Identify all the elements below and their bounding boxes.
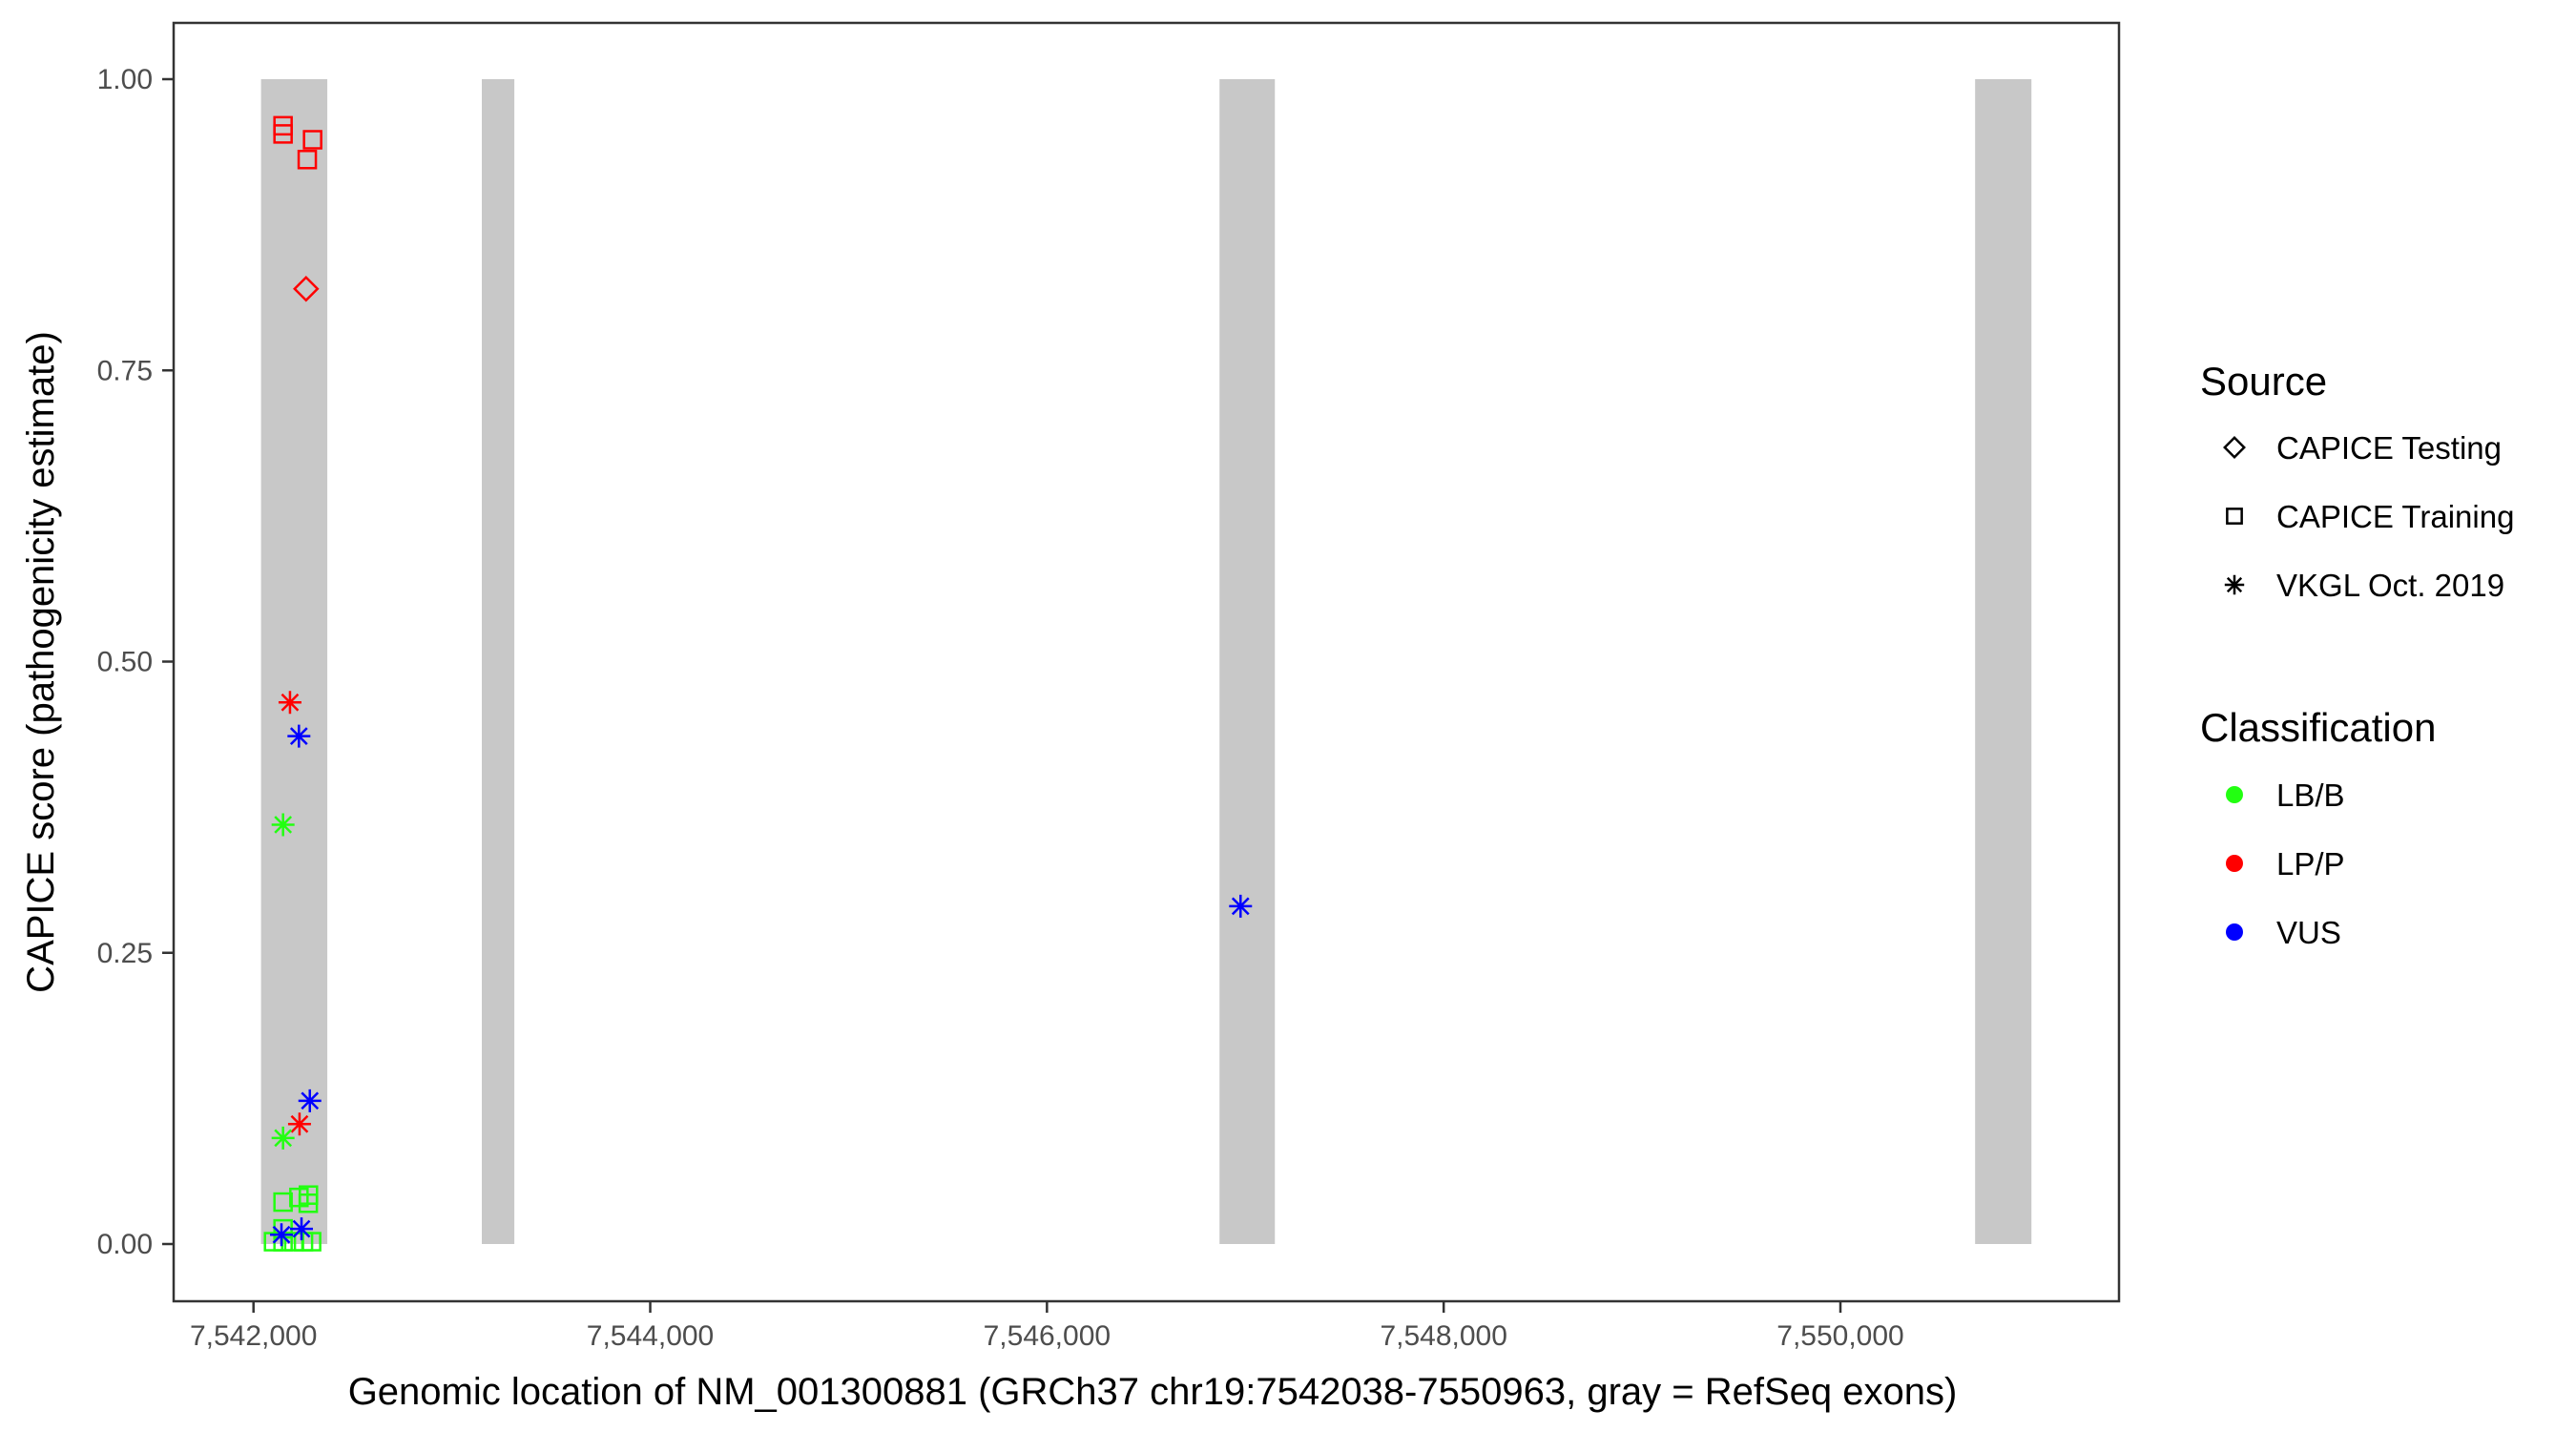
legend-label: CAPICE Training xyxy=(2276,499,2514,534)
y-axis: 0.00 0.25 0.50 0.75 1.00 xyxy=(97,64,174,1260)
data-point-asterisk xyxy=(287,724,311,748)
legend-key-diamond-icon xyxy=(2223,436,2246,459)
exon-band xyxy=(1219,79,1276,1244)
legend-label: VUS xyxy=(2276,915,2341,950)
exon-band xyxy=(482,79,515,1244)
data-point-asterisk xyxy=(271,1126,295,1150)
exon-bands xyxy=(260,79,2032,1244)
data-point-square xyxy=(273,124,293,144)
data-point-square xyxy=(297,149,318,170)
data-point-diamond xyxy=(293,276,320,302)
legend-source-title: Source xyxy=(2200,359,2327,404)
x-tick-label: 7,544,000 xyxy=(587,1320,714,1352)
x-tick-label: 7,548,000 xyxy=(1380,1320,1506,1352)
y-tick-label: 0.50 xyxy=(97,647,153,678)
y-tick-label: 0.25 xyxy=(97,938,153,969)
legend-label: CAPICE Testing xyxy=(2276,430,2502,466)
data-point-asterisk xyxy=(1229,894,1253,918)
x-tick-label: 7,546,000 xyxy=(984,1320,1111,1352)
plot-panel-border xyxy=(172,21,2121,1303)
x-axis: 7,542,000 7,544,000 7,546,000 7,548,000 7,55… xyxy=(190,1301,1904,1352)
legend-label: LB/B xyxy=(2276,778,2345,813)
data-point-asterisk xyxy=(270,1223,294,1247)
data-point-asterisk xyxy=(278,691,301,715)
exon-band xyxy=(260,79,328,1244)
legend-key-dot-icon xyxy=(2226,923,2243,941)
legend: Source CAPICE Testing CAPICE Training VKGL… xyxy=(2200,359,2514,950)
y-tick-label: 0.00 xyxy=(97,1229,153,1260)
exon-band xyxy=(1975,79,2032,1244)
legend-key-dot-icon xyxy=(2226,786,2243,803)
data-point-square xyxy=(298,1193,319,1213)
x-tick-label: 7,550,000 xyxy=(1776,1320,1903,1352)
data-point-asterisk xyxy=(271,813,295,837)
x-axis-title: Genomic location of NM_001300881 (GRCh37… xyxy=(348,1371,1958,1413)
data-point-asterisk xyxy=(298,1089,322,1112)
data-points xyxy=(263,115,1253,1252)
data-point-square xyxy=(273,1192,293,1213)
data-point-square xyxy=(302,130,322,150)
legend-key-dot-icon xyxy=(2226,855,2243,872)
y-tick-label: 0.75 xyxy=(97,355,153,386)
legend-classification-title: Classification xyxy=(2200,705,2436,750)
legend-label: LP/P xyxy=(2276,846,2345,881)
x-tick-label: 7,542,000 xyxy=(190,1320,317,1352)
y-axis-title: CAPICE score (pathogenicity estimate) xyxy=(20,331,62,993)
data-point-asterisk xyxy=(287,1112,311,1136)
data-point-asterisk xyxy=(290,1217,314,1241)
data-point-square xyxy=(301,1232,322,1252)
legend-key-asterisk-icon xyxy=(2224,574,2245,595)
legend-label: VKGL Oct. 2019 xyxy=(2276,568,2504,603)
y-tick-label: 1.00 xyxy=(97,64,153,95)
legend-key-square-icon xyxy=(2226,508,2243,525)
